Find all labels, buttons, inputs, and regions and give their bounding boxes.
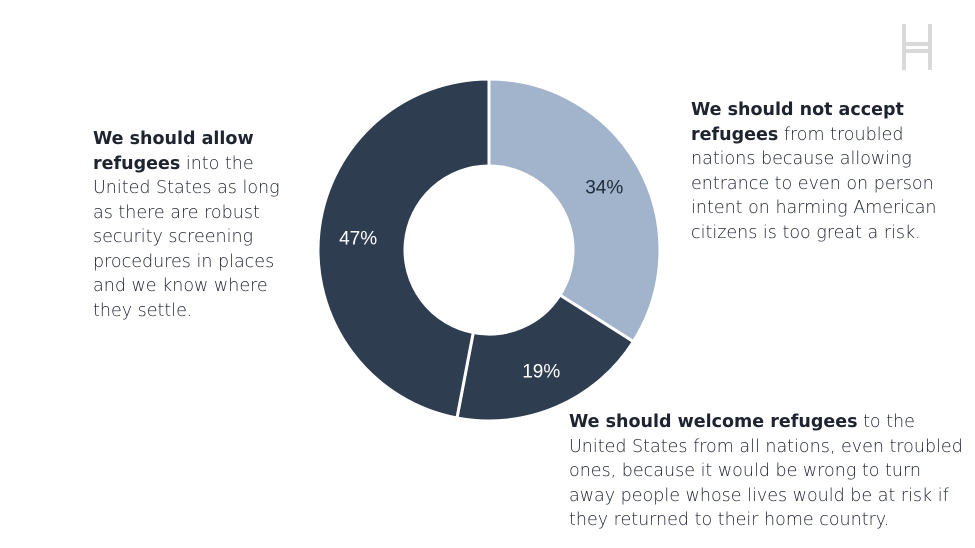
slice-label-0: 34% [585, 178, 623, 199]
slice-label-1: 19% [522, 362, 560, 383]
annotation-bold: We should welcome refugees [569, 412, 858, 432]
annotation-welcome-all: We should welcome refugees to the United… [569, 410, 969, 533]
annotation-do-not-accept: We should not accept refugees from troub… [691, 98, 961, 245]
donut-slice-1 [455, 292, 636, 423]
annotation-text: to the United States from all nations, e… [569, 412, 963, 530]
annotation-bold: We should allow refugees [93, 129, 254, 174]
slice-label-2: 47% [339, 229, 377, 250]
annotation-text: from troubled nations because allowing e… [691, 124, 937, 243]
donut-slice-0 [487, 77, 662, 344]
annotation-bold: We should not accept refugees [691, 100, 904, 145]
h-ladder-logo-icon [902, 24, 932, 70]
donut-slice-2 [316, 77, 491, 420]
annotation-text: into the United States as long as there … [93, 153, 280, 321]
annotation-allow-with-screening: We should allow refugees into the United… [93, 127, 303, 323]
